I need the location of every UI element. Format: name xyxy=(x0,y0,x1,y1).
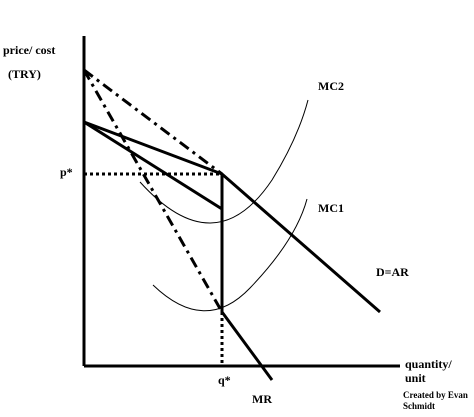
y-axis-label: price/ cost xyxy=(3,43,55,57)
alternative-mr-line xyxy=(82,69,224,313)
x-axis-label: quantity/ xyxy=(405,357,452,371)
mr-lower-segment xyxy=(220,311,274,381)
mc1-curve xyxy=(152,198,308,312)
alternative-demand-line xyxy=(83,68,223,176)
x-axis-unit: unit xyxy=(405,371,426,385)
mc2-curve xyxy=(139,99,309,224)
credit-line-2: Schmidt xyxy=(403,401,435,411)
mr-upper-segment xyxy=(83,120,223,211)
y-axis-unit: (TRY) xyxy=(8,67,41,81)
q-star-label: q* xyxy=(218,373,231,387)
credit-line-1: Created by Evan xyxy=(403,390,468,400)
mc2-label: MC2 xyxy=(318,79,344,93)
demand-label: D=AR xyxy=(376,265,409,279)
p-star-label: p* xyxy=(60,165,73,179)
mr-label: MR xyxy=(252,392,272,406)
mc1-label: MC1 xyxy=(318,201,344,215)
